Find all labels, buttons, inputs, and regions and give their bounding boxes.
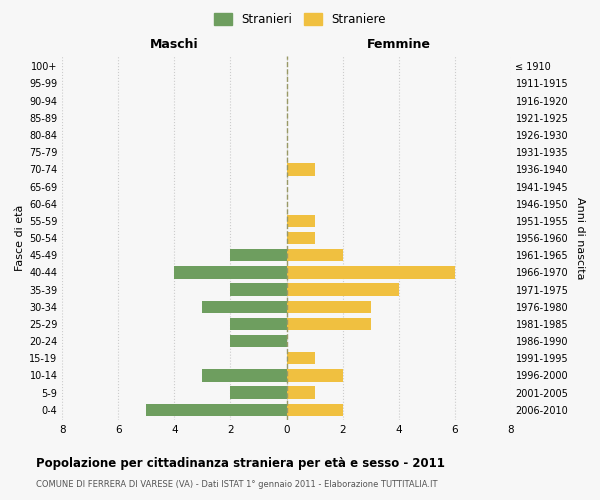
Bar — [230, 335, 287, 347]
Text: Femmine: Femmine — [367, 38, 431, 51]
Bar — [287, 386, 314, 399]
Bar — [230, 318, 287, 330]
Bar — [146, 404, 287, 416]
Legend: Stranieri, Straniere: Stranieri, Straniere — [209, 8, 391, 31]
Bar — [287, 163, 314, 175]
Bar — [287, 266, 455, 278]
Bar — [287, 214, 314, 227]
Bar — [287, 370, 343, 382]
Bar — [287, 404, 343, 416]
Bar — [287, 284, 398, 296]
Y-axis label: Anni di nascita: Anni di nascita — [575, 197, 585, 280]
Text: Maschi: Maschi — [150, 38, 199, 51]
Bar — [287, 352, 314, 364]
Bar — [175, 266, 287, 278]
Bar — [287, 232, 314, 244]
Text: Popolazione per cittadinanza straniera per età e sesso - 2011: Popolazione per cittadinanza straniera p… — [36, 458, 445, 470]
Y-axis label: Fasce di età: Fasce di età — [15, 205, 25, 271]
Bar — [202, 300, 287, 313]
Bar — [230, 284, 287, 296]
Text: COMUNE DI FERRERA DI VARESE (VA) - Dati ISTAT 1° gennaio 2011 - Elaborazione TUT: COMUNE DI FERRERA DI VARESE (VA) - Dati … — [36, 480, 437, 489]
Bar — [287, 249, 343, 262]
Bar — [230, 386, 287, 399]
Bar — [287, 300, 371, 313]
Bar — [287, 318, 371, 330]
Bar — [230, 249, 287, 262]
Bar — [202, 370, 287, 382]
